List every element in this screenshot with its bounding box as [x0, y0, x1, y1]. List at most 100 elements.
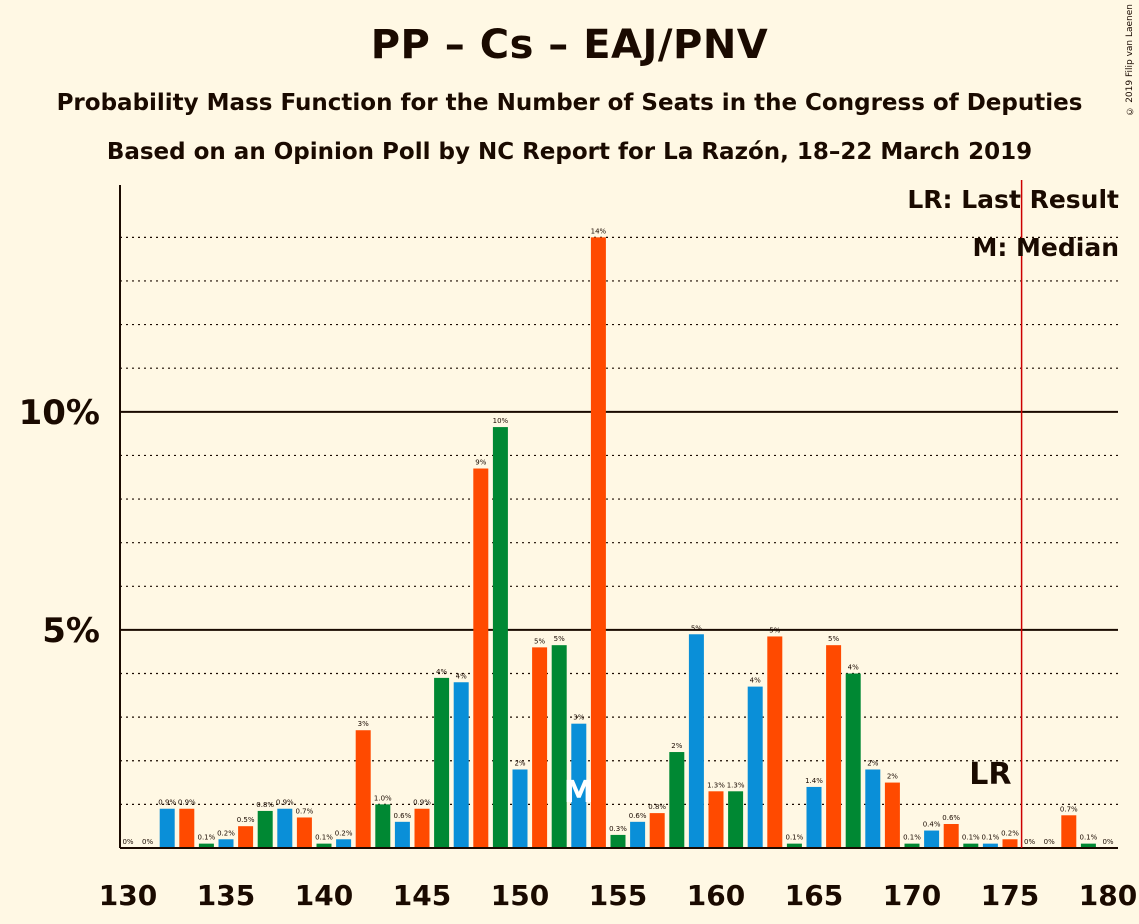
bar-166 [826, 645, 842, 848]
bar-170 [904, 843, 920, 848]
data-label-175: 0.2% [1001, 829, 1019, 837]
bar-series [159, 237, 1096, 848]
data-label-164: 0.1% [786, 834, 804, 842]
data-label-145: 0.9% [413, 799, 431, 807]
data-label-171: 0.4% [923, 821, 941, 829]
x-tick-label-150: 150 [491, 879, 549, 912]
data-label-130: 0% [122, 838, 133, 846]
data-label-148: 9% [475, 459, 486, 467]
bar-161 [728, 791, 744, 848]
data-label-139: 0.7% [296, 807, 314, 815]
x-tick-label-145: 145 [393, 879, 451, 912]
bar-164 [786, 843, 802, 848]
bar-172 [943, 824, 959, 848]
chart-subtitle: Probability Mass Function for the Number… [56, 90, 1083, 116]
data-label-132: 0.9% [158, 799, 176, 807]
bar-148 [473, 468, 489, 848]
bar-147 [453, 682, 469, 848]
data-label-162: 4% [750, 677, 761, 685]
data-label-168: 2% [867, 759, 878, 767]
data-label-177: 0% [1044, 838, 1055, 846]
data-label-134: 0.1% [198, 834, 216, 842]
data-label-147: 4% [456, 672, 467, 680]
x-tick-label-140: 140 [295, 879, 353, 912]
data-label-180: 0% [1102, 838, 1113, 846]
bar-135 [218, 839, 234, 848]
bar-179 [1080, 843, 1096, 848]
last-result-marker: LR [969, 757, 1011, 792]
data-label-135: 0.2% [217, 829, 235, 837]
data-label-161: 1.3% [727, 781, 745, 789]
bar-173 [963, 843, 979, 848]
bar-175 [1002, 839, 1018, 848]
data-labels: 0% 0%0.9% 0.9%0.1%0.2%0.5%0.8% 0.9%0.7%0.1%… [122, 227, 1113, 846]
bar-139 [296, 817, 312, 848]
bar-150 [512, 769, 528, 848]
x-tick-label-165: 165 [785, 879, 843, 912]
data-label-141: 0.2% [335, 829, 353, 837]
bar-134 [198, 843, 214, 848]
bar-152 [551, 645, 567, 848]
axes: 130 135 140 145 150 155 160 165 170 175 180 5% 10% [19, 185, 1137, 912]
chart-subtitle-2: Based on an Opinion Poll by NC Report fo… [106, 139, 1033, 165]
data-label-156: 0.6% [629, 812, 647, 820]
data-label-137: 0.8% [256, 801, 274, 809]
data-label-169: 2% [887, 773, 898, 781]
bar-137 [257, 810, 273, 848]
data-label-150: 2% [514, 759, 525, 767]
bar-158 [669, 752, 685, 848]
data-label-167: 4% [848, 664, 859, 672]
data-label-149: 10% [493, 417, 509, 425]
data-label-154: 14% [591, 227, 607, 235]
bar-160 [708, 791, 724, 848]
bar-138 [277, 808, 293, 848]
bar-136 [238, 826, 254, 848]
data-label-144: 0.6% [394, 812, 412, 820]
data-label-158: 2% [671, 742, 682, 750]
data-label-163: 5% [769, 626, 780, 634]
chart-title: PP – Cs – EAJ/PNV [370, 22, 769, 68]
data-label-143: 1.0% [374, 794, 392, 802]
data-label-165: 1.4% [805, 777, 823, 785]
bar-154 [590, 237, 606, 848]
bar-171 [924, 830, 940, 848]
bar-133 [179, 808, 195, 848]
bar-144 [394, 821, 410, 848]
x-tick-label-160: 160 [687, 879, 745, 912]
data-label-173: 0.1% [962, 834, 980, 842]
bar-151 [532, 647, 548, 848]
legend-last-result: LR: Last Result [907, 185, 1119, 214]
bar-156 [630, 821, 646, 848]
data-label-178: 0.7% [1060, 805, 1078, 813]
median-marker: M [564, 775, 594, 810]
data-label-136: 0.5% [237, 816, 255, 824]
bar-178 [1061, 815, 1077, 848]
data-label-146: 4% [436, 668, 447, 676]
bar-157 [649, 813, 665, 848]
markers: LR M [564, 180, 1023, 848]
bar-149 [492, 427, 508, 848]
bar-145 [414, 808, 430, 848]
x-tick-label-180: 180 [1079, 879, 1137, 912]
grid-lines [120, 236, 1118, 805]
data-label-153: 3% [573, 714, 584, 722]
y-tick-label-10: 10% [19, 393, 100, 433]
bar-168 [865, 769, 881, 848]
data-label-155: 0.3% [609, 825, 627, 833]
x-tick-label-170: 170 [883, 879, 941, 912]
data-label-160: 1.3% [707, 781, 725, 789]
data-label-166: 5% [828, 635, 839, 643]
x-tick-label-175: 175 [981, 879, 1039, 912]
bar-142 [355, 730, 371, 848]
bar-174 [982, 843, 998, 848]
bar-165 [806, 786, 822, 848]
data-label-138: 0.9% [276, 799, 294, 807]
data-label-142: 3% [358, 720, 369, 728]
bar-155 [610, 834, 626, 848]
x-tick-label-130: 130 [99, 879, 157, 912]
bar-146 [434, 677, 450, 848]
legend-median: M: Median [972, 233, 1119, 262]
data-label-131: 0% [142, 838, 153, 846]
bar-162 [747, 686, 763, 848]
